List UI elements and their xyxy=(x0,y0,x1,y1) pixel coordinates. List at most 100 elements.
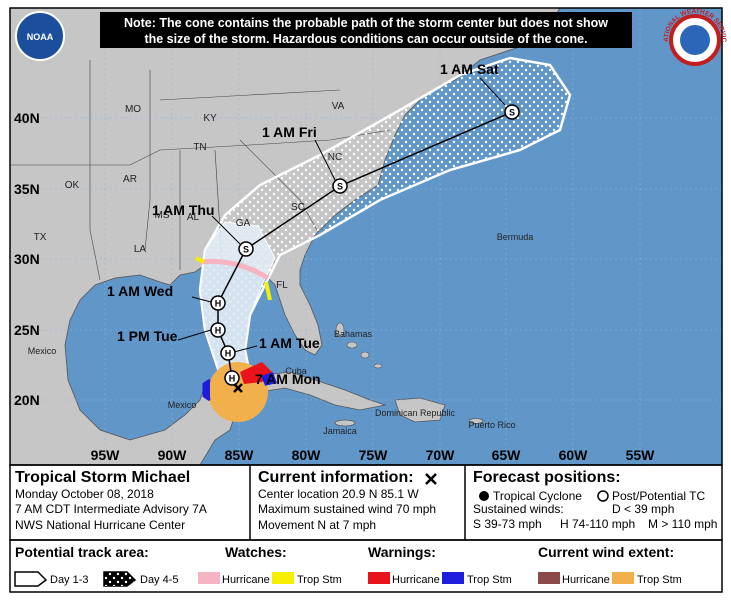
trop-storm-warning-swatch xyxy=(442,572,464,584)
noaa-logo xyxy=(15,11,65,61)
forecast-marker xyxy=(210,295,226,311)
forecast-label: 1 AM Tue xyxy=(259,335,320,351)
info-text: Forecast positions: xyxy=(473,469,621,486)
legend-text: Hurricane xyxy=(562,574,610,586)
place-label: KY xyxy=(203,113,217,124)
forecast-label: 1 AM Sat xyxy=(440,61,499,77)
legend-text: Trop Stm xyxy=(297,574,342,586)
puerto-rico xyxy=(468,418,484,424)
info-text: Maximum sustained wind 70 mph xyxy=(258,502,436,516)
place-label: Puerto Rico xyxy=(468,420,515,430)
post-tc-symbol xyxy=(597,490,609,502)
longitude-label: 80W xyxy=(292,447,322,463)
legend-text: Watches: xyxy=(225,544,287,560)
legend-text: Current wind extent: xyxy=(538,544,674,560)
place-label: Bahamas xyxy=(334,329,373,339)
place-label: FL xyxy=(276,280,288,291)
place-label: TX xyxy=(34,232,47,243)
place-label: Jamaica xyxy=(323,426,357,436)
place-label: Cuba xyxy=(285,366,307,376)
place-label: OK xyxy=(65,180,80,191)
note-line: the size of the storm. Hazardous conditi… xyxy=(144,32,587,46)
latitude-label: 35N xyxy=(14,181,40,197)
legend-text: Hurricane xyxy=(222,574,270,586)
longitude-label: 85W xyxy=(225,447,255,463)
hurricane-watch-swatch xyxy=(198,572,220,584)
forecast-label: 1 PM Tue xyxy=(117,328,178,344)
latitude-label: 20N xyxy=(14,392,40,408)
noaa-text: NOAA xyxy=(27,32,54,42)
forecast-label: 1 AM Fri xyxy=(262,124,317,140)
current-position xyxy=(233,383,243,393)
trop-storm-watch xyxy=(195,256,272,301)
place-label: AL xyxy=(187,212,200,223)
cuba xyxy=(244,371,387,411)
info-text: NWS National Hurricane Center xyxy=(15,518,185,532)
legend-text: Potential track area: xyxy=(15,544,149,560)
hurricane-warning-swatch xyxy=(368,572,390,584)
forecast-intensity: H xyxy=(215,299,222,309)
nws-logo-center xyxy=(680,25,710,55)
panel-borders xyxy=(9,464,723,593)
state-borders xyxy=(10,60,391,281)
current-x-symbol xyxy=(425,473,437,485)
info-text: S 39-73 mph xyxy=(473,517,542,531)
legend-text: Trop Stm xyxy=(467,574,512,586)
info-text: Center location 20.9 N 85.1 W xyxy=(258,487,419,501)
forecast-intensity: H xyxy=(215,326,222,336)
place-label: GA xyxy=(236,218,251,229)
day-1-3-swatch xyxy=(14,571,48,587)
info-text: Current information: xyxy=(258,469,414,486)
forecast-marker xyxy=(224,370,240,386)
longitude-label: 75W xyxy=(359,447,389,463)
hurricane-watch xyxy=(199,258,270,281)
forecast-label: 1 AM Wed xyxy=(107,283,173,299)
hurricane-wind-swatch xyxy=(538,572,560,584)
longitude-label: 65W xyxy=(492,447,522,463)
forecast-intensity: S xyxy=(243,245,249,255)
place-label: TN xyxy=(193,142,206,153)
place-label: Mexico xyxy=(168,400,197,410)
place-label: VA xyxy=(332,101,345,112)
longitude-label: 95W xyxy=(91,447,121,463)
jamaica xyxy=(334,419,356,427)
place-label: AR xyxy=(123,174,137,185)
label-leaders xyxy=(177,77,506,353)
place-label: MS xyxy=(155,210,170,221)
place-label: Bermuda xyxy=(497,232,534,242)
legend-text: Warnings: xyxy=(368,544,436,560)
place-label: Mexico xyxy=(28,346,57,356)
forecast-label: 1 AM Thu xyxy=(152,202,214,218)
legend-text: Hurricane xyxy=(392,574,440,586)
forecast-marker xyxy=(238,241,254,257)
map xyxy=(10,8,722,465)
latitude-label: 25N xyxy=(14,322,40,338)
legend-text: Day 1-3 xyxy=(50,574,89,586)
latitude-label: 30N xyxy=(14,251,40,267)
info-text: Monday October 08, 2018 xyxy=(15,487,154,501)
info-text: H 74-110 mph xyxy=(560,517,635,531)
info-text: M > 110 mph xyxy=(648,517,717,531)
place-label: LA xyxy=(134,244,147,255)
day-4-5-swatch xyxy=(104,572,135,586)
legend-text: Day 4-5 xyxy=(140,574,179,586)
forecast-marker xyxy=(220,345,236,361)
trop-storm-warning xyxy=(202,372,278,402)
forecast-intensity: H xyxy=(225,349,232,359)
forecast-intensity: S xyxy=(509,108,515,118)
note-box xyxy=(100,12,632,48)
longitude-label: 90W xyxy=(158,447,188,463)
info-text: Tropical Storm Michael xyxy=(15,469,190,486)
note-line: Note: The cone contains the probable pat… xyxy=(124,16,608,30)
info-text: D < 39 mph xyxy=(612,502,674,516)
trop-storm-wind-swatch xyxy=(612,572,634,584)
place-label: NC xyxy=(328,152,342,163)
longitude-label: 55W xyxy=(626,447,656,463)
trop-storm-watch-swatch xyxy=(272,572,294,584)
bahamas xyxy=(335,322,383,369)
forecast-intensity: H xyxy=(229,374,236,384)
longitude-label: 70W xyxy=(426,447,456,463)
forecast-marker xyxy=(332,178,348,194)
longitude-label: 60W xyxy=(559,447,589,463)
place-label: SC xyxy=(291,202,305,213)
